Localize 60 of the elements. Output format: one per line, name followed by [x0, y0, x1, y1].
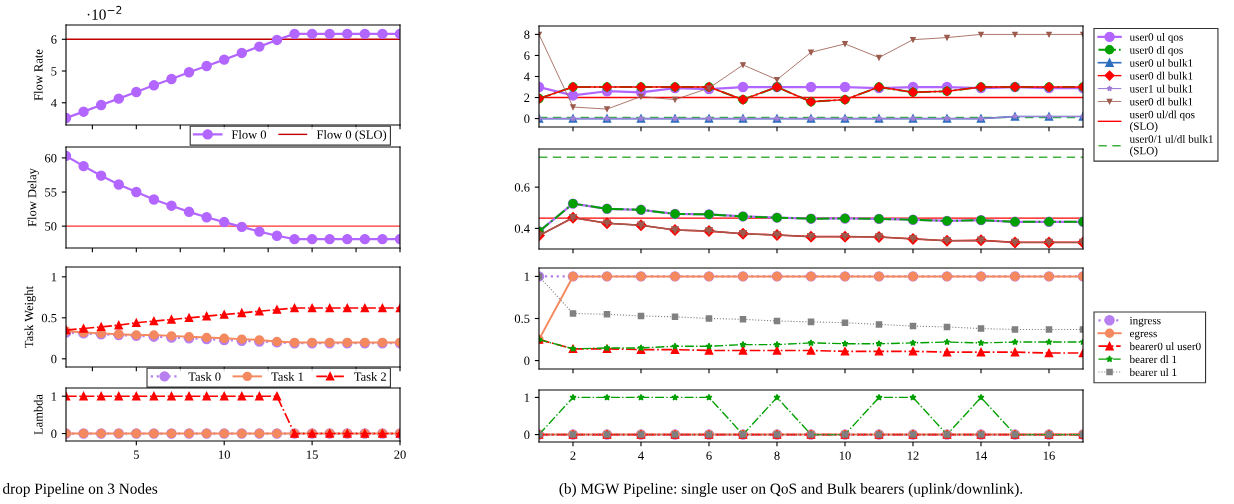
- legend-label: user0 dl qos: [1129, 45, 1183, 57]
- x-tick-label: 6: [706, 451, 712, 460]
- legend-label: user0/1 ul/dl bulk1 (SLO): [1129, 134, 1213, 157]
- legend-label: user1 ul bulk1: [1129, 84, 1193, 93]
- x-tick-label: 20: [394, 450, 406, 459]
- legend-label: user0 ul qos: [1129, 33, 1183, 44]
- text: (b) MGW Pipeline: single user on QoS and Bulk bearers (uplink/downlink).: [559, 483, 1023, 497]
- legend-label: user0 ul bulk1: [1129, 58, 1193, 67]
- legend-label: bearer dl 1: [1129, 355, 1177, 364]
- legend-label: bearer0 ul user0: [1129, 342, 1201, 351]
- x-tick-label: 8: [774, 451, 780, 460]
- y-tick-label: 4: [523, 72, 530, 81]
- text: drop Pipeline on 3 Nodes: [3, 483, 158, 497]
- x-tick-label: 5: [133, 450, 139, 459]
- y-tick-label: 1: [51, 392, 57, 401]
- y-tick-label: 6: [51, 35, 57, 44]
- y-tick-label: 6: [524, 51, 530, 60]
- y-tick-label: 1: [524, 272, 530, 281]
- legend-label: Flow 0: [231, 130, 267, 139]
- y-tick-label: 5: [51, 67, 57, 76]
- y-tick-label: 0: [524, 430, 530, 440]
- x-tick-label: 14: [975, 451, 988, 460]
- legend-label: user0 dl bulk1: [1129, 71, 1193, 80]
- y-tick-label: 0.5: [41, 313, 57, 323]
- x-tick-label: 10: [839, 451, 851, 460]
- legend-label: ingress: [1129, 316, 1161, 327]
- x-tick-label: 16: [1043, 451, 1055, 460]
- y-axis-title: Flow Delay: [27, 168, 39, 227]
- y-axis-title: Lambda: [33, 394, 43, 435]
- legend-label: bearer ul 1: [1129, 368, 1177, 377]
- x-tick-label: 15: [306, 450, 318, 459]
- y-tick-label: 0.5: [514, 314, 530, 324]
- legend-label: user0 dl bulk1: [1129, 97, 1193, 106]
- y-tick-label: 55: [45, 188, 57, 197]
- y-tick-label: 0: [524, 114, 530, 124]
- legend-label: user0 ul/dl qos (SLO): [1129, 110, 1195, 133]
- legend-label: Task 1: [271, 372, 304, 381]
- y-tick-label: 60: [45, 153, 57, 163]
- legend-label: egress: [1129, 331, 1157, 340]
- y-tick-label: 1: [524, 393, 530, 402]
- y-tick-label: 8: [524, 30, 530, 39]
- y-tick-label: 0.4: [514, 224, 530, 233]
- y-axis-title: Task Weight: [24, 286, 36, 348]
- y-axis-title: Flow Rate: [33, 49, 43, 101]
- y-tick-label: 0: [524, 356, 530, 366]
- y-tick-label: 4: [50, 98, 57, 108]
- y-tick-label: 0.6: [514, 183, 530, 192]
- y-tick-label: 2: [524, 93, 530, 102]
- x-tick-label: 10: [219, 450, 230, 459]
- y-tick-label: 1: [51, 272, 57, 282]
- legend-label: Flow 0 (SLO): [316, 130, 387, 142]
- x-tick-label: 2: [570, 451, 576, 460]
- legend-label: Task 0: [188, 372, 221, 381]
- legend-label: Task 2: [354, 372, 386, 381]
- y-tick-label: 0: [51, 429, 57, 438]
- y-tick-label: 0: [51, 354, 57, 364]
- y-tick-label: 50: [45, 222, 57, 231]
- x-tick-label: 4: [638, 451, 644, 460]
- text: ·10$^{−2}$: [87, 5, 122, 20]
- x-tick-label: 12: [907, 451, 919, 460]
